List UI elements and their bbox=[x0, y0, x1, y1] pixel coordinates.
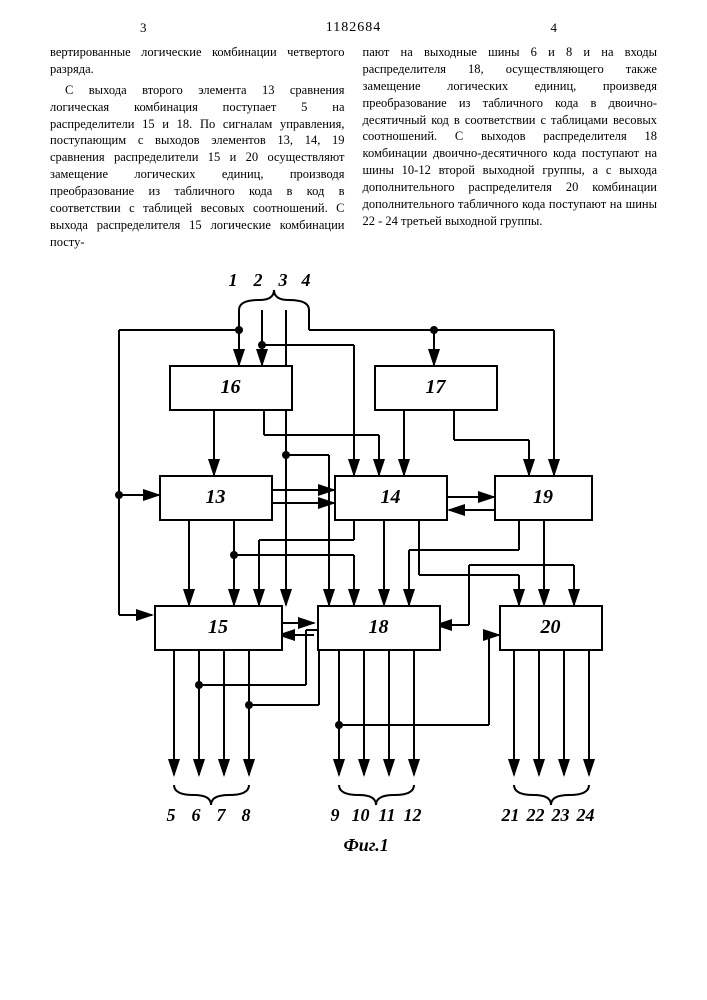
block-13: 13 bbox=[159, 475, 273, 521]
output-label: 10 bbox=[352, 805, 370, 826]
diagram-wires bbox=[74, 275, 634, 885]
block-16: 16 bbox=[169, 365, 293, 411]
output-label: 12 bbox=[404, 805, 422, 826]
text-columns: вертированные логические комбинации четв… bbox=[50, 44, 657, 255]
paragraph: вертированные логические комбинации четв… bbox=[50, 44, 345, 78]
input-label: 4 bbox=[302, 270, 311, 291]
block-20: 20 bbox=[499, 605, 603, 651]
paragraph: С выхода второго элемента 13 сравнения л… bbox=[50, 82, 345, 251]
col-number-right: 4 bbox=[551, 20, 558, 36]
input-label: 1 bbox=[229, 270, 238, 291]
block-18: 18 bbox=[317, 605, 441, 651]
output-label: 5 bbox=[167, 805, 176, 826]
output-label: 11 bbox=[379, 805, 396, 826]
block-19: 19 bbox=[494, 475, 593, 521]
output-label: 22 bbox=[527, 805, 545, 826]
input-label: 2 bbox=[254, 270, 263, 291]
output-label: 23 bbox=[552, 805, 570, 826]
output-label: 21 bbox=[502, 805, 520, 826]
block-17: 17 bbox=[374, 365, 498, 411]
block-14: 14 bbox=[334, 475, 448, 521]
document-id: 1182684 bbox=[326, 20, 381, 36]
output-label: 7 bbox=[217, 805, 226, 826]
output-label: 9 bbox=[331, 805, 340, 826]
output-label: 6 bbox=[192, 805, 201, 826]
diagram-fig1: 1 2 3 4 16 17 13 14 19 15 18 20 5 6 7 8 … bbox=[74, 275, 634, 885]
paragraph: пают на выходные шины 6 и 8 и на входы р… bbox=[363, 44, 658, 230]
output-label: 8 bbox=[242, 805, 251, 826]
page-header: 3 1182684 4 bbox=[50, 20, 657, 36]
col-number-left: 3 bbox=[140, 20, 147, 36]
output-label: 24 bbox=[577, 805, 595, 826]
column-left: вертированные логические комбинации четв… bbox=[50, 44, 345, 255]
column-right: пают на выходные шины 6 и 8 и на входы р… bbox=[363, 44, 658, 255]
figure-caption: Фиг.1 bbox=[344, 835, 389, 856]
input-label: 3 bbox=[279, 270, 288, 291]
block-15: 15 bbox=[154, 605, 283, 651]
